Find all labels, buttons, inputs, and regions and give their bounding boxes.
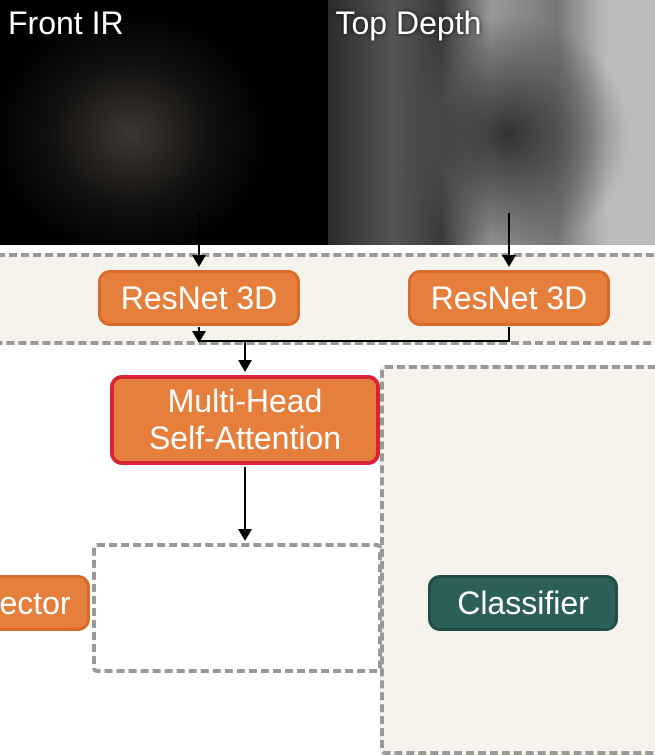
arrow-attention-out	[244, 467, 246, 539]
image-row: Front IR Top Depth	[0, 0, 655, 245]
front-ir-image: Front IR	[0, 0, 328, 245]
dashed-region-lower	[92, 543, 382, 673]
arrow-left-down-stub	[198, 327, 200, 341]
projector-block-partial: ector	[0, 575, 90, 631]
dashed-region-right	[380, 365, 655, 755]
resnet3d-right-label: ResNet 3D	[431, 280, 588, 317]
resnet3d-left-label: ResNet 3D	[121, 280, 278, 317]
top-depth-image: Top Depth	[328, 0, 655, 245]
classifier-block: Classifier	[428, 575, 618, 631]
arrow-right-down-stub	[508, 327, 510, 341]
classifier-label: Classifier	[457, 585, 589, 622]
front-ir-label: Front IR	[8, 5, 124, 42]
resnet3d-left-block: ResNet 3D	[98, 270, 300, 326]
arrow-frontir-to-resnet	[198, 213, 200, 265]
arrow-topdepth-to-resnet	[508, 213, 510, 265]
resnet3d-right-block: ResNet 3D	[408, 270, 610, 326]
multihead-attention-block: Multi-Head Self-Attention	[110, 375, 380, 465]
projector-label-partial: ector	[0, 585, 71, 622]
arrow-to-attention	[244, 340, 246, 370]
top-depth-label: Top Depth	[336, 5, 482, 42]
architecture-diagram: ResNet 3D ResNet 3D Multi-Head Self-Atte…	[0, 245, 655, 655]
multihead-attention-label: Multi-Head Self-Attention	[149, 383, 341, 457]
